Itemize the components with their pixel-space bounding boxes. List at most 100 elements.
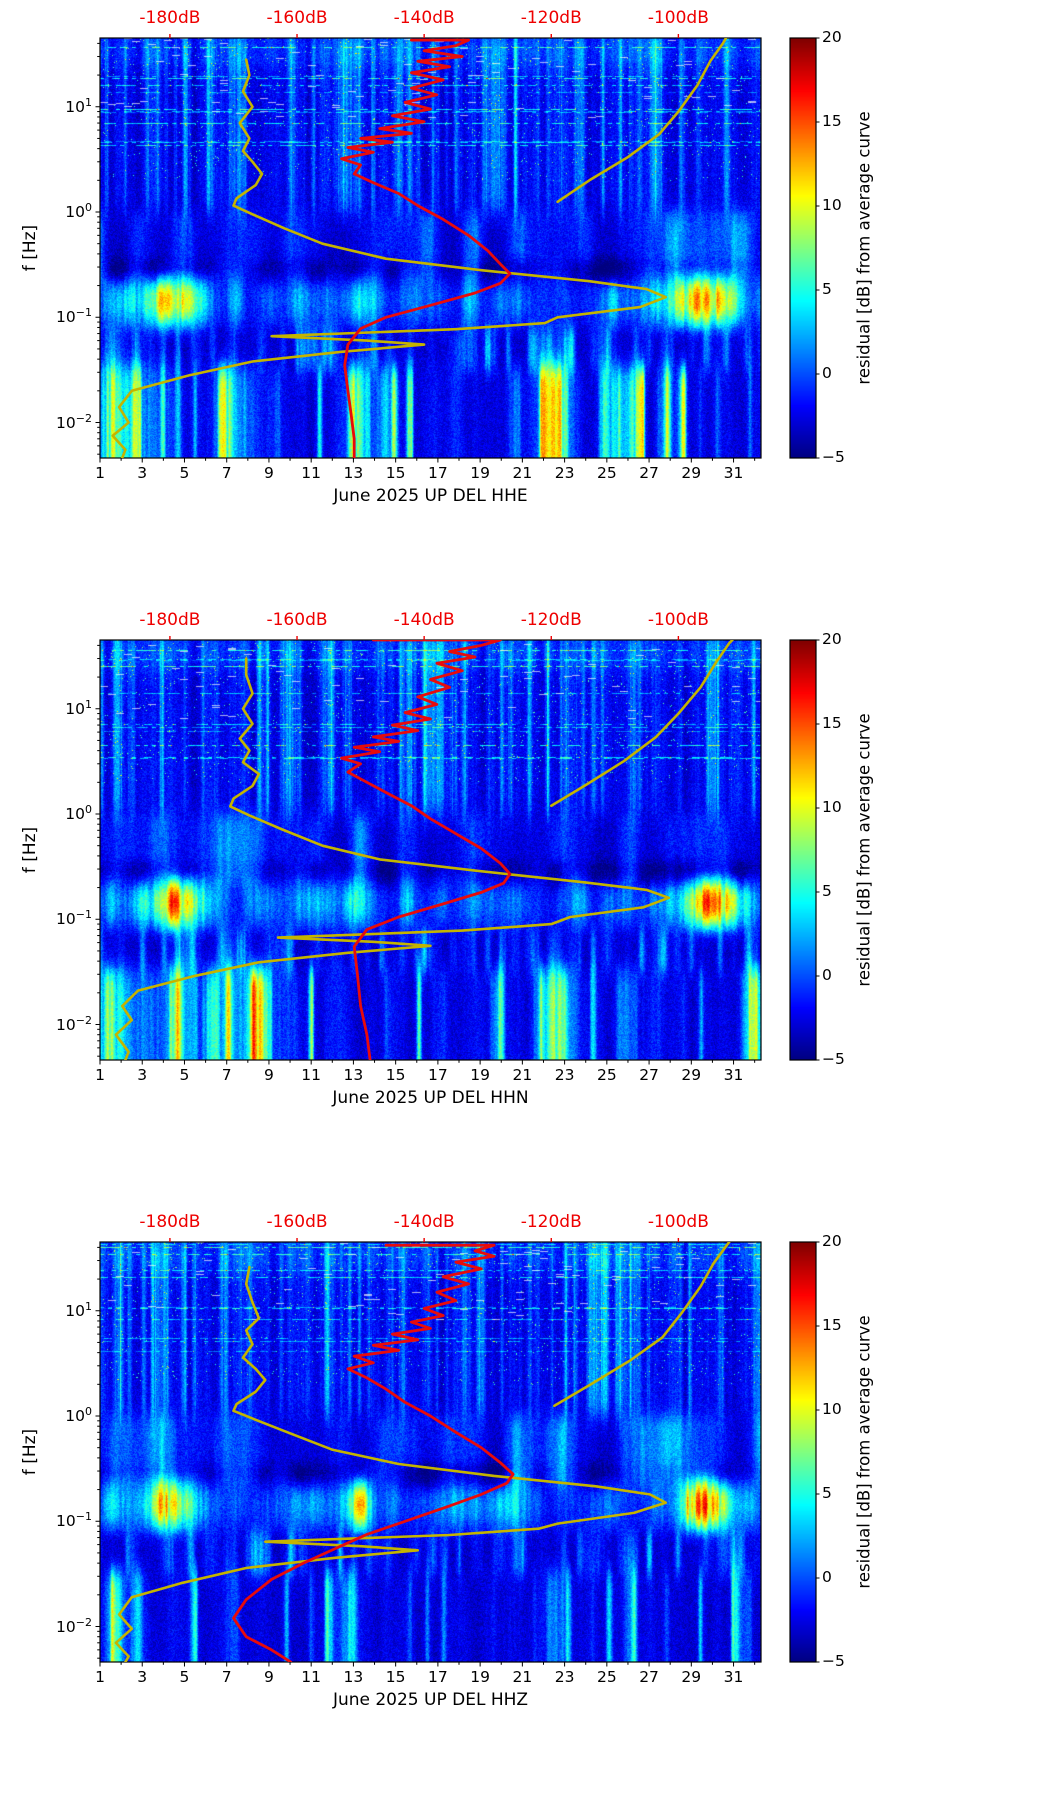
x-tick-label: 23 bbox=[554, 464, 575, 482]
top-axis-tick-label: -140dB bbox=[393, 8, 455, 28]
x-tick-label: 29 bbox=[681, 1066, 702, 1084]
top-axis-tick-label: -160dB bbox=[266, 1212, 328, 1232]
x-tick-label: 11 bbox=[301, 464, 322, 482]
y-tick-label: 100 bbox=[65, 201, 92, 222]
x-tick-label: 25 bbox=[596, 1668, 617, 1686]
x-tick-label: 1 bbox=[95, 1668, 105, 1686]
spectrogram-heatmap-hhn bbox=[100, 640, 761, 1060]
colorbar-gradient-hhe bbox=[790, 38, 816, 458]
x-tick-label: 13 bbox=[343, 464, 364, 482]
x-tick-label: 5 bbox=[179, 464, 190, 482]
colorbar-tick-label: −5 bbox=[822, 448, 845, 466]
x-tick-label: 11 bbox=[301, 1066, 322, 1084]
x-tick-label: 17 bbox=[428, 1668, 448, 1686]
colorbar-tick-label: −5 bbox=[822, 1050, 845, 1068]
top-axis-tick-label: -140dB bbox=[393, 1212, 455, 1232]
colorbar-tick-label: 5 bbox=[822, 280, 832, 298]
x-axis-title: June 2025 UP DEL HHZ bbox=[332, 1690, 529, 1710]
x-tick-label: 3 bbox=[137, 1066, 148, 1084]
spectrogram-heatmap-hhz bbox=[100, 1242, 761, 1662]
x-tick-label: 19 bbox=[470, 1066, 490, 1084]
x-tick-label: 25 bbox=[596, 1066, 617, 1084]
top-axis-tick-label: -120dB bbox=[520, 1212, 582, 1232]
x-tick-label: 15 bbox=[385, 464, 406, 482]
x-tick-label: 5 bbox=[179, 1066, 190, 1084]
x-tick-label: 31 bbox=[723, 1668, 744, 1686]
top-axis-tick-label: -100dB bbox=[647, 8, 709, 28]
x-tick-label: 3 bbox=[137, 1668, 148, 1686]
colorbar-tick-label: 15 bbox=[822, 714, 842, 732]
x-tick-label: 27 bbox=[639, 464, 659, 482]
colorbar-tick-label: 5 bbox=[822, 1484, 832, 1502]
colorbar-tick-label: 0 bbox=[822, 1568, 832, 1586]
x-tick-label: 13 bbox=[343, 1066, 364, 1084]
x-axis-title: June 2025 UP DEL HHE bbox=[333, 486, 528, 506]
x-tick-label: 19 bbox=[470, 464, 490, 482]
colorbar-tick-label: 20 bbox=[822, 630, 842, 648]
y-tick-label: 10−2 bbox=[56, 411, 92, 432]
top-axis-tick-label: -140dB bbox=[393, 610, 455, 630]
y-tick-label: 10−1 bbox=[56, 908, 92, 929]
y-tick-label: 100 bbox=[65, 803, 92, 824]
x-tick-label: 25 bbox=[596, 464, 617, 482]
colorbar-tick-label: 15 bbox=[822, 112, 842, 130]
colorbar-tick-label: 0 bbox=[822, 966, 832, 984]
x-tick-label: 17 bbox=[428, 464, 448, 482]
y-tick-label: 101 bbox=[65, 95, 92, 116]
top-axis-tick-label: -100dB bbox=[647, 610, 709, 630]
x-tick-label: 1 bbox=[95, 464, 105, 482]
x-tick-label: 21 bbox=[512, 1668, 533, 1686]
top-axis-tick-label: -120dB bbox=[520, 610, 582, 630]
colorbar-label: residual [dB] from average curve bbox=[854, 111, 874, 385]
colorbar-label: residual [dB] from average curve bbox=[854, 1315, 874, 1589]
figure-hhn: f [Hz] June 2025 UP DEL HHN residual [dB… bbox=[0, 602, 1052, 1204]
top-axis-tick-label: -160dB bbox=[266, 610, 328, 630]
x-tick-label: 23 bbox=[554, 1668, 575, 1686]
x-tick-label: 21 bbox=[512, 464, 533, 482]
colorbar-gradient-hhz bbox=[790, 1242, 816, 1662]
x-tick-label: 3 bbox=[137, 464, 148, 482]
x-tick-label: 23 bbox=[554, 1066, 575, 1084]
x-tick-label: 11 bbox=[301, 1668, 322, 1686]
x-tick-label: 7 bbox=[221, 1668, 232, 1686]
x-tick-label: 7 bbox=[221, 1066, 232, 1084]
x-tick-label: 27 bbox=[639, 1668, 659, 1686]
y-axis-label: f [Hz] bbox=[20, 224, 40, 272]
top-axis-tick-label: -100dB bbox=[647, 1212, 709, 1232]
x-tick-label: 29 bbox=[681, 464, 702, 482]
x-tick-label: 31 bbox=[723, 1066, 744, 1084]
colorbar-tick-label: −5 bbox=[822, 1652, 845, 1670]
colorbar-label: residual [dB] from average curve bbox=[854, 713, 874, 987]
x-tick-label: 9 bbox=[264, 464, 274, 482]
y-axis-label: f [Hz] bbox=[20, 826, 40, 874]
x-tick-label: 7 bbox=[221, 464, 232, 482]
top-axis-tick-label: -180dB bbox=[139, 1212, 201, 1232]
x-tick-label: 19 bbox=[470, 1668, 490, 1686]
x-tick-label: 15 bbox=[385, 1066, 406, 1084]
x-tick-label: 21 bbox=[512, 1066, 533, 1084]
colorbar-tick-label: 0 bbox=[822, 364, 832, 382]
colorbar-tick-label: 20 bbox=[822, 1232, 842, 1250]
colorbar-tick-label: 20 bbox=[822, 28, 842, 46]
x-tick-label: 29 bbox=[681, 1668, 702, 1686]
spectrogram-heatmap-hhe bbox=[100, 38, 761, 458]
x-tick-label: 9 bbox=[264, 1668, 274, 1686]
x-tick-label: 5 bbox=[179, 1668, 190, 1686]
colorbar-tick-label: 5 bbox=[822, 882, 832, 900]
y-tick-label: 101 bbox=[65, 697, 92, 718]
figure-hhz: f [Hz] June 2025 UP DEL HHZ residual [dB… bbox=[0, 1204, 1052, 1806]
figure-hhe: f [Hz] June 2025 UP DEL HHE residual [dB… bbox=[0, 0, 1052, 602]
x-tick-label: 1 bbox=[95, 1066, 105, 1084]
x-tick-label: 27 bbox=[639, 1066, 659, 1084]
x-tick-label: 17 bbox=[428, 1066, 448, 1084]
x-tick-label: 31 bbox=[723, 464, 744, 482]
y-tick-label: 10−2 bbox=[56, 1013, 92, 1034]
x-axis-title: June 2025 UP DEL HHN bbox=[332, 1088, 529, 1108]
y-tick-label: 10−1 bbox=[56, 306, 92, 327]
colorbar-tick-label: 10 bbox=[822, 798, 842, 816]
x-tick-label: 13 bbox=[343, 1668, 364, 1686]
top-axis-tick-label: -120dB bbox=[520, 8, 582, 28]
top-axis-tick-label: -180dB bbox=[139, 8, 201, 28]
y-axis-label: f [Hz] bbox=[20, 1428, 40, 1476]
y-tick-label: 10−2 bbox=[56, 1615, 92, 1636]
